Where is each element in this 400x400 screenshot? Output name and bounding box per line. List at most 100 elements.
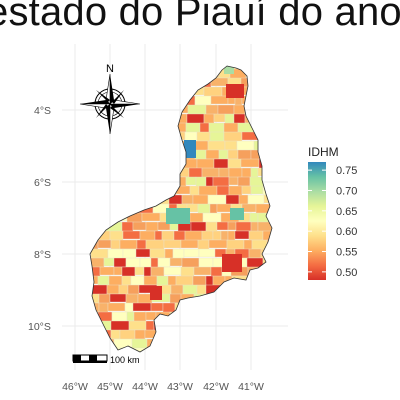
municipality (160, 347, 180, 352)
municipality (146, 158, 165, 169)
municipality (234, 329, 247, 342)
municipality (267, 122, 272, 136)
municipality (228, 176, 239, 186)
municipality (169, 311, 188, 323)
municipality (134, 66, 151, 72)
municipality (184, 77, 198, 87)
municipality (265, 140, 272, 153)
municipality (223, 329, 236, 343)
municipality (152, 131, 167, 141)
municipality (134, 329, 146, 340)
municipality (145, 320, 155, 332)
municipality (185, 176, 197, 186)
map-title: estado do Piauí do ano d (0, 0, 400, 34)
municipality (191, 86, 205, 96)
municipality (164, 77, 175, 91)
municipality (194, 149, 207, 161)
municipality (90, 203, 104, 213)
municipality (158, 66, 175, 69)
municipality (90, 221, 107, 234)
y-tick-label: 4°S (34, 105, 51, 117)
municipality (260, 293, 272, 307)
municipality (168, 149, 187, 163)
municipality (232, 347, 243, 352)
municipality (275, 168, 289, 178)
municipality (105, 221, 123, 233)
municipality (205, 149, 220, 160)
municipality (178, 347, 198, 352)
municipality (249, 212, 259, 224)
municipality (263, 266, 272, 278)
municipality (209, 203, 218, 215)
municipality (199, 338, 210, 348)
municipality (227, 221, 237, 231)
municipality (155, 176, 171, 186)
municipality (219, 302, 230, 313)
municipality (92, 140, 105, 151)
municipality (97, 275, 110, 286)
municipality (128, 140, 146, 151)
municipality (196, 347, 208, 352)
municipality (175, 275, 194, 287)
municipality (204, 302, 221, 316)
municipality (154, 86, 165, 98)
municipality (201, 230, 214, 241)
municipality (145, 113, 156, 126)
municipality (148, 104, 168, 114)
municipality (258, 275, 272, 286)
municipality (114, 194, 125, 205)
municipality (252, 329, 264, 340)
municipality (210, 266, 223, 278)
municipality (275, 276, 284, 285)
municipality (107, 194, 116, 206)
municipality (217, 311, 237, 325)
municipality (158, 329, 167, 341)
municipality (255, 203, 272, 215)
municipality (259, 113, 268, 126)
municipality (166, 104, 178, 114)
municipality (234, 230, 250, 240)
municipality (126, 311, 135, 322)
municipality (268, 248, 272, 262)
municipality (132, 302, 152, 312)
municipality (243, 338, 254, 349)
municipality (270, 104, 272, 118)
municipality (110, 239, 121, 250)
municipality (238, 284, 255, 294)
municipality (208, 122, 225, 134)
municipality-low-idhm-a (226, 84, 244, 98)
municipality (160, 320, 179, 334)
municipality (163, 266, 182, 276)
municipality (243, 239, 253, 251)
municipality (125, 293, 139, 305)
x-tick-label: 43°W (167, 381, 193, 393)
municipality (123, 86, 141, 98)
municipality (162, 68, 176, 82)
municipality (135, 248, 151, 258)
municipality (243, 293, 262, 306)
municipality (275, 240, 293, 251)
municipality (121, 221, 134, 233)
municipality (250, 95, 267, 106)
x-tick-label: 41°W (238, 381, 264, 393)
municipality (188, 167, 203, 179)
municipality (248, 230, 264, 241)
x-tick-label: 44°W (132, 381, 158, 393)
legend: IDHM 0.75 0.70 0.65 0.60 0.55 0.50 (308, 145, 357, 280)
municipality (273, 204, 285, 215)
municipality (90, 131, 103, 141)
municipality (150, 302, 164, 312)
north-label: N (106, 63, 114, 75)
legend-title: IDHM (308, 145, 339, 159)
municipality (275, 150, 284, 158)
municipality (90, 230, 98, 242)
x-tick-label: 46°W (62, 381, 88, 393)
municipality (98, 293, 111, 305)
municipality (149, 66, 160, 70)
municipality (245, 68, 263, 78)
municipality (90, 77, 103, 87)
municipality (208, 338, 227, 352)
municipality (119, 131, 128, 142)
municipality (165, 131, 179, 142)
municipality (237, 122, 257, 134)
